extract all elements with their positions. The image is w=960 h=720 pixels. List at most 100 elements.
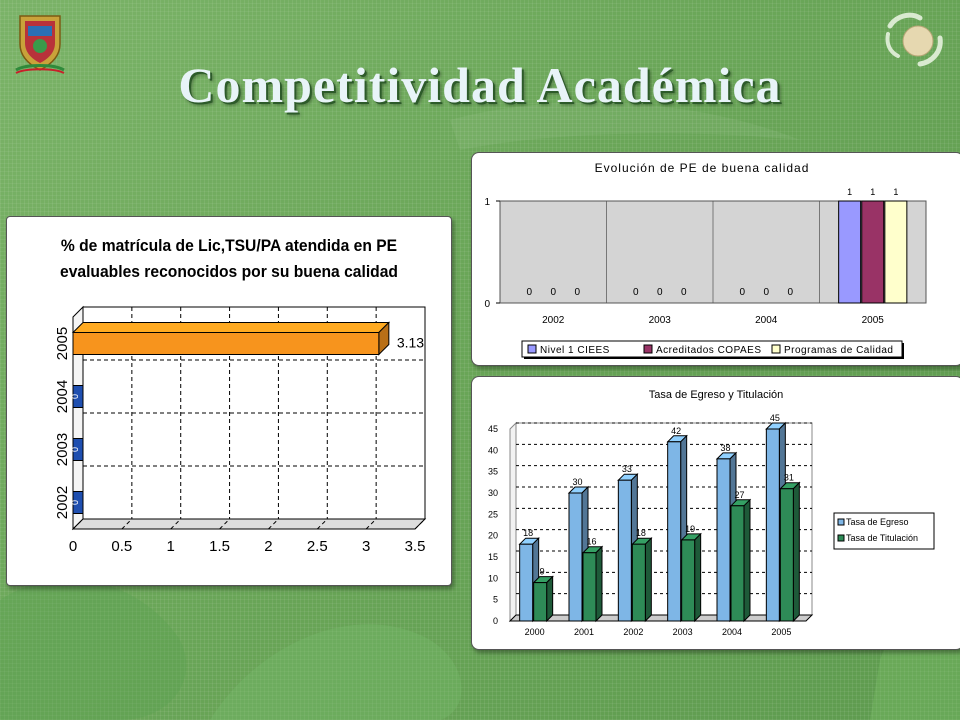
- y-tick-label: 35: [488, 467, 498, 477]
- legend-swatch: [837, 518, 845, 526]
- bar: [72, 332, 380, 355]
- category-band: [712, 200, 820, 304]
- data-label: 0: [633, 287, 639, 298]
- data-label: 16: [586, 537, 596, 547]
- y-tick-label: 2004: [54, 380, 71, 413]
- bar: [631, 543, 646, 622]
- bar: [582, 552, 597, 622]
- legend-label: Tasa de Titulación: [846, 533, 918, 543]
- y-tick-label: 2002: [54, 486, 71, 519]
- chart-title-line: % de matrícula de Lic,TSU/PA atendida en…: [61, 236, 397, 255]
- data-label: 0: [787, 287, 793, 298]
- bar: [72, 491, 84, 514]
- legend-label: Tasa de Egreso: [846, 517, 909, 527]
- x-tick-label: 1: [167, 538, 175, 555]
- x-grid-floor: [121, 518, 133, 530]
- bar: [667, 441, 682, 622]
- data-label: 18: [523, 528, 533, 538]
- bar: [861, 200, 885, 304]
- data-label: 45: [770, 413, 780, 423]
- data-label: 19: [685, 524, 695, 534]
- x-tick-label: 2001: [574, 627, 594, 637]
- chart-title-line: evaluables reconocidos por su buena cali…: [60, 262, 398, 281]
- chart-tasa-svg: Tasa de Egreso y Titulación 0 5 10 15 20 25 30 3…: [488, 389, 935, 637]
- y-tick-label: 30: [488, 488, 498, 498]
- y-tick-label: 2003: [54, 433, 71, 466]
- data-label: 0: [657, 287, 663, 298]
- bar: [568, 492, 583, 622]
- y-tick-label: 15: [488, 552, 498, 562]
- chart-title: Evolución de PE de buena calidad: [595, 161, 810, 175]
- data-label: 1: [870, 187, 875, 197]
- data-label: 0: [763, 287, 769, 298]
- legend-swatch: [643, 344, 653, 354]
- x-tick-label: 2000: [525, 627, 545, 637]
- bar: [72, 385, 84, 408]
- legend-swatch: [837, 534, 845, 542]
- chart-panel-tasa: Tasa de Egreso y Titulación 0 5 10 15 20 25 30 3…: [471, 376, 960, 650]
- x-tick-label: 0: [69, 538, 77, 555]
- y-tick-label: 20: [488, 531, 498, 541]
- bar-side: [743, 498, 751, 623]
- recycle-logo-icon: [885, 12, 943, 67]
- x-tick-label: 2005: [862, 315, 885, 326]
- data-label: 42: [671, 426, 681, 436]
- legend: [521, 340, 903, 358]
- legend-label: Programas de Calidad: [784, 345, 894, 356]
- data-label: 38: [720, 443, 730, 453]
- legend: [833, 512, 935, 550]
- legend-swatch: [527, 344, 537, 354]
- y-tick-label: 2005: [54, 327, 71, 360]
- y-tick-label: 25: [488, 509, 498, 519]
- chart-matricula-svg: % de matrícula de Lic,TSU/PA atendida en…: [54, 236, 427, 555]
- y-tick-label: 0: [493, 616, 498, 626]
- x-tick-label: 3: [362, 538, 370, 555]
- bar-side: [546, 575, 554, 623]
- y-tick-label: 10: [488, 573, 498, 583]
- data-label: 0: [70, 447, 80, 452]
- bar: [533, 582, 548, 622]
- plot-area: [515, 422, 813, 616]
- data-label: 0: [550, 287, 556, 298]
- x-grid-floor: [414, 518, 426, 530]
- bar: [838, 200, 862, 304]
- plot-area: [499, 200, 927, 304]
- bar: [730, 505, 745, 622]
- x-grid-floor: [72, 518, 84, 530]
- x-tick-label: 1.5: [209, 538, 230, 555]
- chart-title: Tasa de Egreso y Titulación: [649, 389, 784, 401]
- y-tick-label: 0: [484, 299, 490, 310]
- x-grid-floor: [219, 518, 230, 530]
- category-band: [499, 200, 607, 304]
- y-tick-label: 45: [488, 424, 498, 434]
- chart-side-wall: [509, 421, 517, 623]
- y-tick-label: 5: [493, 595, 498, 605]
- chart-evolucion-svg: Evolución de PE de buena calidad 2002 2003…: [484, 161, 927, 359]
- y-tick-label: 1: [484, 197, 490, 208]
- bar: [617, 479, 632, 622]
- data-label: 33: [622, 464, 632, 474]
- data-label: 1: [847, 187, 852, 197]
- x-grid-floor: [268, 518, 279, 530]
- data-label: 31: [784, 473, 794, 483]
- x-grid-floor: [316, 518, 328, 530]
- x-tick-label: 2002: [542, 315, 565, 326]
- data-label: 0: [681, 287, 687, 298]
- x-tick-label: 2003: [649, 315, 672, 326]
- bar-side: [694, 532, 702, 623]
- data-label: 1: [893, 187, 898, 197]
- data-label: 18: [636, 528, 646, 538]
- bar-top: [71, 322, 391, 333]
- legend-swatch: [771, 344, 781, 354]
- chart-panel-evolucion: Evolución de PE de buena calidad 2002 2003…: [471, 152, 960, 366]
- bar: [884, 200, 908, 304]
- data-label: 0: [526, 287, 532, 298]
- university-crest-icon: [15, 15, 65, 74]
- y-tick-label: 40: [488, 445, 498, 455]
- x-tick-label: 2: [264, 538, 272, 555]
- chart-floor: [71, 518, 427, 530]
- data-label: 0: [70, 500, 80, 505]
- bar: [779, 488, 794, 622]
- x-grid-floor: [365, 518, 377, 530]
